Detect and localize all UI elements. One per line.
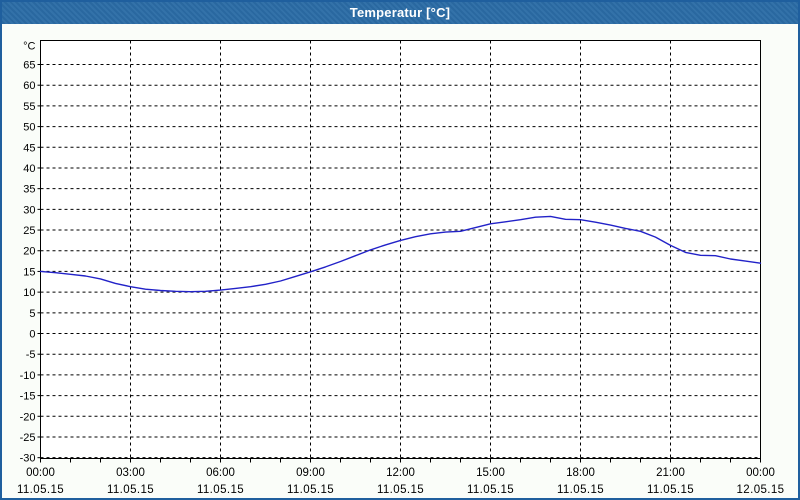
x-tick-time-label: 18:00 (566, 467, 595, 479)
y-tick-label: 20 (23, 246, 35, 258)
x-tick-date-label: 11.05.15 (287, 484, 334, 496)
x-tick-date-label: 11.05.15 (647, 484, 694, 496)
y-tick-label: 40 (23, 163, 35, 175)
y-tick-label: -15 (20, 391, 36, 403)
y-axis-unit-label: °C (23, 41, 35, 53)
y-tick-label: 65 (23, 60, 35, 72)
x-tick-time-label: 12:00 (386, 467, 415, 479)
temperature-line (39, 215, 762, 293)
y-tick-label: 45 (23, 142, 35, 154)
x-tick-date-label: 12.05.15 (737, 484, 785, 496)
x-tick-date-label: 11.05.15 (377, 484, 424, 496)
y-tick-label: 5 (29, 308, 35, 320)
y-tick-label: -20 (20, 411, 36, 423)
x-tick-date-label: 11.05.15 (17, 484, 64, 496)
x-tick-time-label: 15:00 (476, 467, 505, 479)
x-tick-date-label: 11.05.15 (467, 484, 514, 496)
y-tick-label: -5 (26, 349, 36, 361)
y-tick-label: 35 (23, 184, 35, 196)
y-tick-label: 60 (23, 80, 35, 92)
x-tick-time-label: 00:00 (746, 467, 775, 479)
title-bar[interactable]: Temperatur [°C] (0, 0, 800, 24)
x-tick-time-label: 21:00 (656, 467, 685, 479)
y-tick-label: -30 (20, 453, 36, 465)
y-tick-label: 55 (23, 101, 35, 113)
y-tick-label: -10 (20, 370, 36, 382)
y-tick-label: 15 (23, 266, 35, 278)
x-tick-date-label: 11.05.15 (107, 484, 154, 496)
x-tick-time-label: 06:00 (206, 467, 235, 479)
x-tick-time-label: 00:00 (26, 467, 55, 479)
x-tick-date-label: 11.05.15 (197, 484, 244, 496)
x-tick-time-label: 03:00 (116, 467, 145, 479)
x-tick-date-label: 11.05.15 (557, 484, 604, 496)
plot-border (40, 40, 761, 459)
y-tick-label: 0 (29, 329, 35, 341)
window-title: Temperatur [°C] (349, 4, 451, 20)
y-tick-label: -25 (20, 432, 36, 444)
y-tick-label: 25 (23, 225, 35, 237)
y-tick-label: 30 (23, 204, 35, 216)
y-tick-label: 50 (23, 122, 35, 134)
x-tick-time-label: 09:00 (296, 467, 325, 479)
y-tick-label: 10 (23, 287, 35, 299)
